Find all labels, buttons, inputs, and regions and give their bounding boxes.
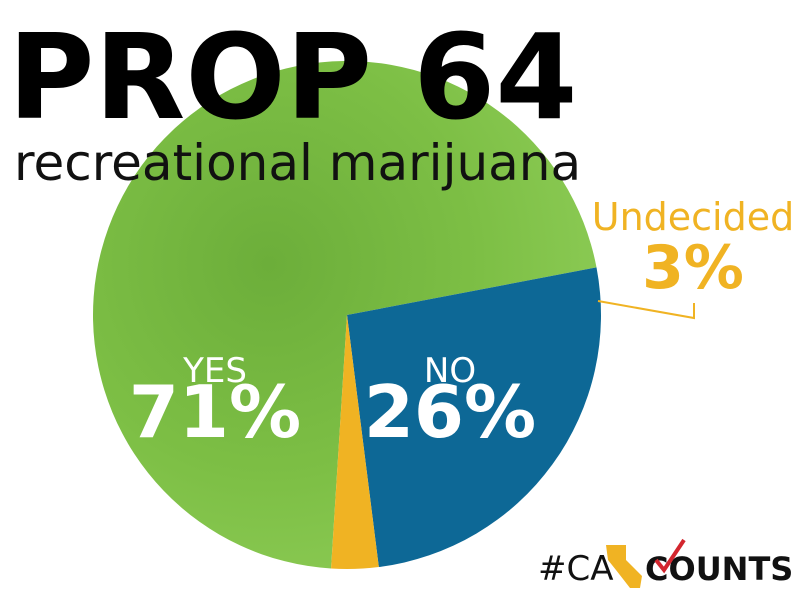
logo-state (606, 545, 642, 588)
chart-subtitle: recreational marijuana (14, 134, 581, 192)
slice-value-label: 26% (364, 370, 536, 454)
pie-slice (347, 267, 601, 567)
logo-prefix: #CA (538, 549, 614, 589)
logo: #CA COUNTS (538, 538, 793, 589)
slice-value-label: 71% (129, 370, 301, 454)
leader-line (597, 300, 695, 320)
pie-slice (92, 60, 597, 569)
chart-title: PROP 64 (8, 8, 577, 146)
logo-check (654, 538, 686, 574)
slice-category: NO (424, 351, 476, 391)
slice-category: Undecided (592, 195, 794, 239)
slice-category: YES (182, 351, 247, 391)
logo-suffix: COUNTS (645, 550, 793, 588)
pie-slice (331, 315, 379, 569)
slice-value-label: 3% (642, 233, 744, 303)
pie (92, 60, 601, 569)
